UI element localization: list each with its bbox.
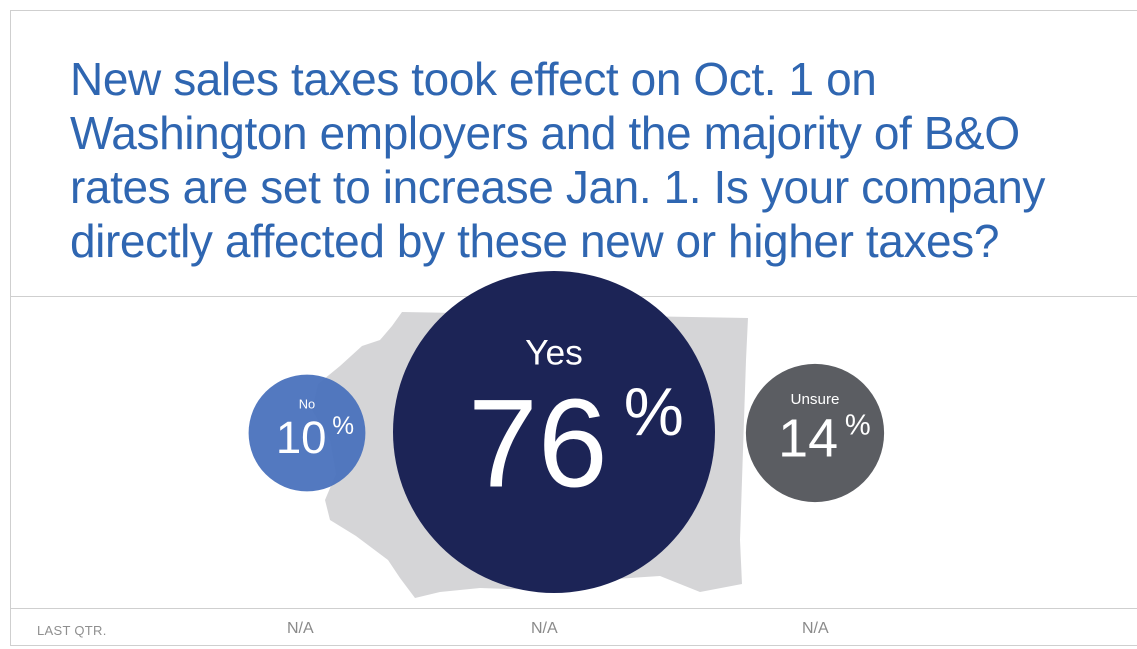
card-frame	[10, 10, 1137, 646]
last-quarter-label: LAST QTR.	[37, 623, 107, 638]
yes-label: Yes	[525, 332, 583, 372]
yes-bubble	[393, 271, 715, 593]
yes-value: 76	[468, 373, 608, 514]
last-quarter-unsure-value: N/A	[802, 620, 829, 637]
unsure-bubble	[745, 363, 885, 503]
no-value: 10	[276, 412, 327, 463]
unsure-label: Unsure	[791, 391, 840, 408]
last-quarter-no-value: N/A	[287, 620, 314, 637]
divider-bottom	[11, 608, 1137, 609]
no-bubble	[248, 374, 366, 492]
last-quarter-yes-value: N/A	[531, 620, 558, 637]
no-percent-sign: %	[332, 413, 354, 440]
unsure-percent-sign: %	[845, 409, 871, 441]
unsure-value: 14	[778, 408, 838, 468]
no-label: No	[299, 396, 315, 411]
yes-percent-sign: %	[624, 375, 684, 450]
headline: New sales taxes took effect on Oct. 1 on…	[70, 53, 1045, 267]
